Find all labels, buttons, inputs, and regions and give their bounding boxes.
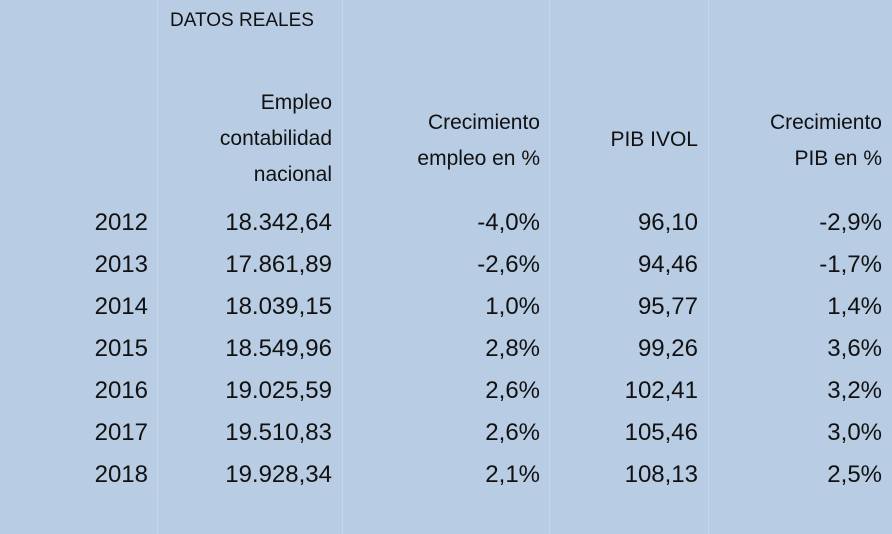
table-cell: 2,6% <box>485 377 540 404</box>
table-cell: 99,26 <box>637 335 698 362</box>
table-cell: 108,13 <box>624 461 698 488</box>
table-cell: 3,6% <box>827 335 882 362</box>
table-cell: -4,0% <box>477 209 540 236</box>
table-title: DATOS REALES <box>170 10 314 31</box>
column-header: PIB IVOL <box>610 128 698 151</box>
table-cell: 17.861,89 <box>225 251 332 278</box>
table-cell: 18.342,64 <box>225 209 332 236</box>
table-cell: 19.928,34 <box>225 461 332 488</box>
column-header: contabilidad <box>219 127 332 150</box>
table-cell: 2,5% <box>827 461 882 488</box>
column-header: Empleo <box>260 91 332 114</box>
table-cell: 102,41 <box>624 377 698 404</box>
table-cell: 2,1% <box>485 461 540 488</box>
row-header: 2013 <box>94 251 148 278</box>
table-cell: 2,8% <box>485 335 540 362</box>
table-cell: 19.510,83 <box>225 419 332 446</box>
table-cell: 18.039,15 <box>225 293 332 320</box>
table-cell: 2,6% <box>485 419 540 446</box>
column-header: empleo en % <box>417 147 540 170</box>
table-cell: 19.025,59 <box>225 377 332 404</box>
column-header: PIB en % <box>794 147 882 170</box>
row-header: 2017 <box>94 419 148 446</box>
table-cell: 94,46 <box>637 251 698 278</box>
table-cell: 1,4% <box>827 293 882 320</box>
table-cell: -2,9% <box>819 209 882 236</box>
column-header: Crecimiento <box>427 111 540 134</box>
table-cell: 105,46 <box>624 419 698 446</box>
table-cell: 1,0% <box>485 293 540 320</box>
column-header: Crecimiento <box>769 111 882 134</box>
table-cell: 3,0% <box>827 419 882 446</box>
column-border <box>157 0 158 534</box>
column-header: nacional <box>253 163 332 186</box>
row-header: 2012 <box>94 209 148 236</box>
row-header: 2014 <box>94 293 148 320</box>
row-header: 2015 <box>94 335 148 362</box>
table-cell: -2,6% <box>477 251 540 278</box>
column-border <box>708 0 709 534</box>
table-cell: 95,77 <box>637 293 698 320</box>
table-cell: 18.549,96 <box>225 335 332 362</box>
row-header: 2018 <box>94 461 148 488</box>
column-border <box>549 0 550 534</box>
table-cell: 3,2% <box>827 377 882 404</box>
table-cell: 96,10 <box>637 209 698 236</box>
column-border <box>342 0 343 534</box>
row-header: 2016 <box>94 377 148 404</box>
table-cell: -1,7% <box>819 251 882 278</box>
